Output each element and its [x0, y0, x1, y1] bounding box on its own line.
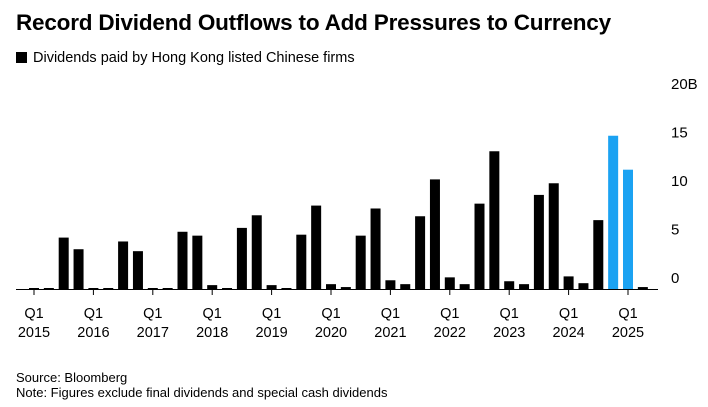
bar — [608, 135, 619, 289]
x-tick-year: 2020 — [315, 325, 347, 341]
y-tick-label: 20B — [671, 76, 698, 93]
y-tick-label: 5 — [671, 222, 679, 239]
bar — [43, 288, 54, 289]
bar — [593, 220, 604, 289]
bar — [370, 208, 381, 289]
x-tick-quarter: Q1 — [618, 306, 637, 322]
bar — [637, 287, 648, 289]
chart-title: Record Dividend Outflows to Add Pressure… — [16, 10, 611, 35]
bar — [474, 203, 485, 289]
bar — [147, 288, 158, 289]
bar — [578, 283, 589, 289]
x-tick-year: 2022 — [434, 325, 466, 341]
bar — [29, 288, 39, 289]
bar — [563, 276, 574, 289]
x-tick-quarter: Q1 — [440, 306, 459, 322]
bar — [400, 284, 411, 289]
x-tick-year: 2016 — [77, 325, 109, 341]
bar — [132, 251, 143, 289]
x-tick-year: 2025 — [612, 325, 644, 341]
bar — [489, 151, 500, 289]
bar — [251, 215, 262, 289]
bar — [459, 284, 470, 289]
bar — [103, 288, 114, 289]
bar — [355, 235, 366, 289]
bar — [311, 205, 322, 289]
bar — [623, 169, 633, 289]
bar — [415, 216, 426, 289]
x-tick-quarter: Q1 — [500, 306, 519, 322]
x-tick-year: 2019 — [255, 325, 287, 341]
x-tick-quarter: Q1 — [262, 306, 281, 322]
x-tick-year: 2021 — [374, 325, 406, 341]
x-tick-year: 2015 — [18, 325, 50, 341]
bar — [207, 285, 218, 289]
bar — [162, 288, 173, 289]
bar — [519, 284, 530, 289]
x-tick-year: 2018 — [196, 325, 228, 341]
bar — [533, 194, 544, 289]
x-tick-quarter: Q1 — [381, 306, 400, 322]
legend-swatch — [16, 52, 27, 63]
bar — [192, 235, 203, 289]
x-tick-quarter: Q1 — [321, 306, 340, 322]
bar — [340, 287, 351, 289]
bar — [326, 284, 336, 289]
legend-label: Dividends paid by Hong Kong listed Chine… — [33, 50, 355, 66]
x-tick-quarter: Q1 — [203, 306, 222, 322]
bar — [444, 277, 455, 289]
source-note: Source: Bloomberg — [16, 370, 128, 385]
y-tick-label: 0 — [671, 270, 679, 287]
bar — [385, 280, 396, 289]
bar — [504, 281, 515, 289]
bar — [548, 183, 559, 289]
x-tick-year: 2017 — [137, 325, 169, 341]
bar — [281, 288, 292, 289]
x-tick-quarter: Q1 — [84, 306, 103, 322]
bar — [73, 249, 84, 289]
bar — [222, 288, 233, 289]
bar — [429, 179, 440, 289]
bar — [177, 231, 188, 289]
bar — [88, 288, 99, 289]
x-tick-year: 2024 — [552, 325, 584, 341]
x-tick-quarter: Q1 — [559, 306, 578, 322]
y-tick-label: 15 — [671, 125, 688, 142]
footnote: Note: Figures exclude final dividends an… — [16, 385, 388, 400]
x-tick-quarter: Q1 — [24, 306, 43, 322]
legend: Dividends paid by Hong Kong listed Chine… — [16, 50, 355, 68]
bar — [296, 234, 307, 289]
bar — [118, 241, 129, 289]
x-tick-year: 2023 — [493, 325, 525, 341]
x-tick-quarter: Q1 — [143, 306, 162, 322]
bar — [236, 227, 247, 289]
bar — [266, 285, 277, 289]
bar — [58, 237, 69, 289]
y-tick-label: 10 — [671, 173, 688, 190]
